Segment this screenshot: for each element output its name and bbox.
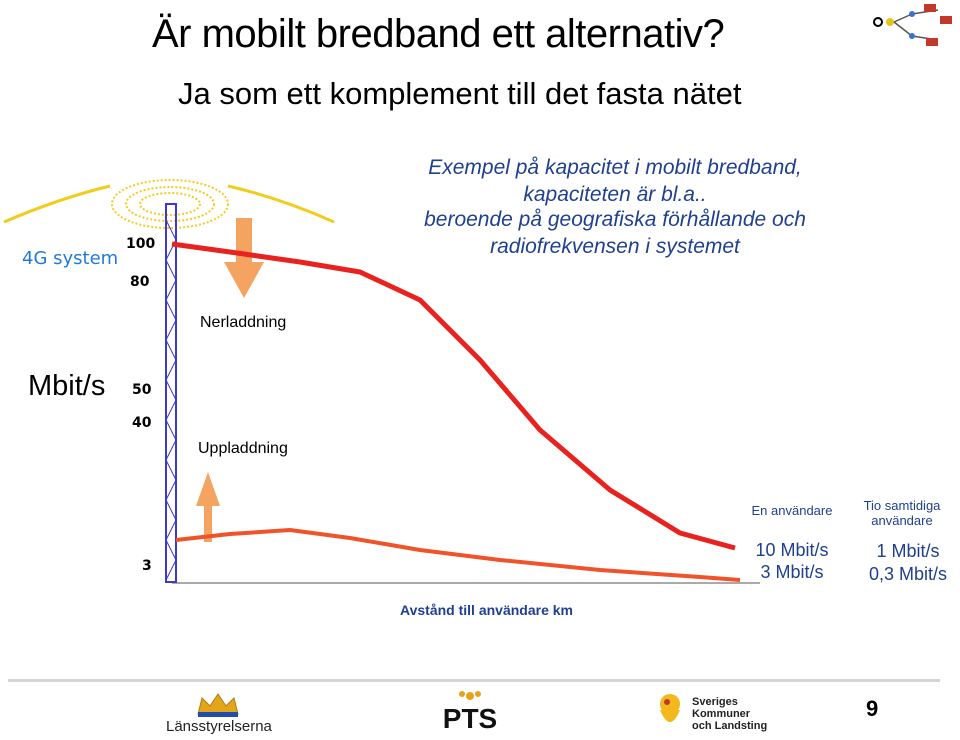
footer-divider <box>8 679 940 682</box>
network-logo-icon <box>873 4 952 46</box>
y-tick-label: 3 <box>142 558 152 574</box>
system-label: 4G system <box>22 248 119 269</box>
upload-arrow-icon <box>196 472 220 542</box>
radio-mast-icon <box>165 203 177 583</box>
skl-logo-icon <box>660 694 680 722</box>
skl-logo-text: Sveriges Kommuner och Landsting <box>692 696 767 732</box>
page-number: 9 <box>866 696 879 721</box>
upload-series-label: Uppladdning <box>198 440 288 457</box>
column-header-single-user: En användare <box>751 503 833 518</box>
note-line: kapaciteten är bl.a.. <box>523 183 707 206</box>
download-value-single-user: 10 Mbit/s <box>755 540 829 560</box>
lansstyrelserna-logo-text: Länsstyrelserna <box>166 718 272 735</box>
upload-value-single-user: 3 Mbit/s <box>760 562 824 582</box>
x-axis-label: Avstånd till användare km <box>400 602 573 618</box>
signal-beams <box>3 179 335 229</box>
pts-logo-text: PTS <box>443 703 497 732</box>
capacity-chart <box>3 179 760 584</box>
y-tick-label: 100 <box>126 236 156 252</box>
note-line: Exempel på kapacitet i mobilt bredband, <box>428 156 802 179</box>
upload-capacity-curve <box>175 528 741 582</box>
column-header-ten-users: Tio samtidiga användare <box>863 498 941 528</box>
crown-logo-icon <box>197 693 239 717</box>
y-tick-label: 50 <box>132 382 152 398</box>
y-axis-unit-label: Mbit/s <box>28 370 106 402</box>
page-title: Är mobilt bredband ett alternativ? <box>152 12 725 56</box>
page-subtitle: Ja som ett komplement till det fasta nät… <box>178 76 742 111</box>
y-tick-label: 40 <box>132 415 152 431</box>
skl-logo-line: Kommuner <box>692 708 751 720</box>
download-arrow-icon <box>224 218 264 298</box>
pts-logo-icon: PTS <box>443 691 497 732</box>
note-line: beroende på geografiska förhållande och <box>424 208 806 231</box>
upload-value-ten-users: 0,3 Mbit/s <box>868 564 948 584</box>
y-tick-label: 80 <box>130 274 150 290</box>
skl-logo-line: och Landsting <box>692 720 768 732</box>
download-series-label: Nerladdning <box>200 314 287 331</box>
skl-logo-line: Sveriges <box>692 696 738 708</box>
note-line: radiofrekvensen i systemet <box>490 235 740 258</box>
download-value-ten-users: 1 Mbit/s <box>876 541 940 561</box>
download-capacity-curve <box>171 241 736 551</box>
